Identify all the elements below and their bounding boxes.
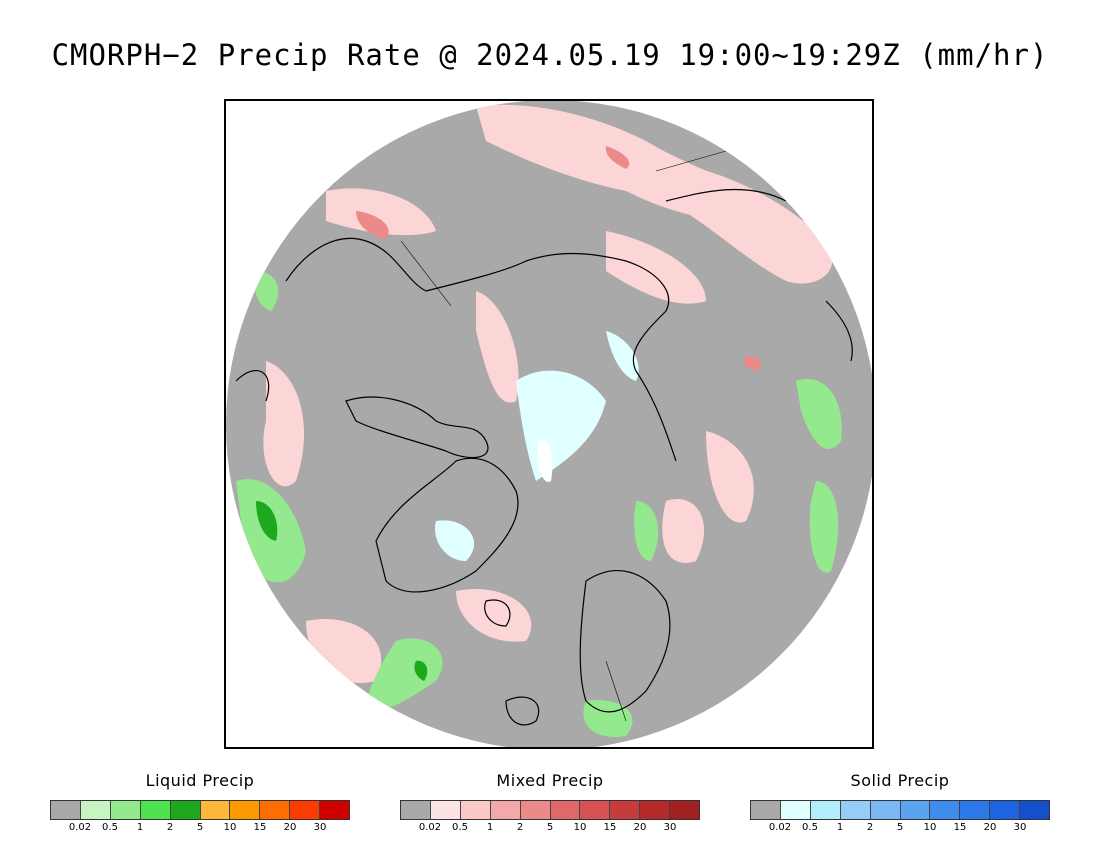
legend-swatch bbox=[670, 801, 700, 819]
legend-tick-label: 15 bbox=[953, 822, 967, 833]
borders bbox=[400, 150, 727, 722]
legend-tick-label: 10 bbox=[923, 822, 937, 833]
legend-mixed: Mixed Precip 0.02 0.5 1 2 5 10 15 20 30 bbox=[400, 772, 700, 836]
legend-tick-label: 1 bbox=[486, 822, 494, 833]
legend-solid: Solid Precip 0.02 0.5 1 2 5 10 15 20 30 bbox=[750, 772, 1050, 836]
legend-ticks: 0.02 0.5 1 2 5 10 15 20 30 bbox=[400, 822, 700, 836]
legend-tick-label: 30 bbox=[1013, 822, 1027, 833]
legend-swatch bbox=[990, 801, 1021, 819]
legend-swatch bbox=[751, 801, 781, 819]
legend-tick-label: 2 bbox=[866, 822, 874, 833]
polar-map bbox=[224, 99, 874, 749]
legend-tick-label: 20 bbox=[983, 822, 997, 833]
legend-tick-label: 1 bbox=[836, 822, 844, 833]
legend-tick-label: 15 bbox=[253, 822, 267, 833]
polar-map-svg bbox=[226, 101, 872, 747]
legend-swatch bbox=[870, 801, 901, 819]
legend-title: Liquid Precip bbox=[145, 771, 255, 790]
coastlines bbox=[235, 188, 853, 726]
legend-swatch bbox=[930, 801, 961, 819]
legend-tick-label: 0.5 bbox=[452, 822, 468, 833]
legend-swatch bbox=[460, 801, 491, 819]
legend-swatch bbox=[401, 801, 431, 819]
legend-tick-label: 10 bbox=[223, 822, 237, 833]
page-title: CMORPH−2 Precip Rate @ 2024.05.19 19:00∼… bbox=[51, 38, 1049, 72]
legend-swatch bbox=[810, 801, 841, 819]
legend-swatch bbox=[260, 801, 291, 819]
legend-tick-label: 0.02 bbox=[768, 822, 792, 833]
north-pole-white-area bbox=[537, 440, 553, 482]
legend-swatch bbox=[900, 801, 931, 819]
legend-swatch bbox=[840, 801, 871, 819]
legend-tick-label: 15 bbox=[603, 822, 617, 833]
legend-swatch bbox=[610, 801, 641, 819]
legend-tick-label: 0.02 bbox=[418, 822, 442, 833]
legend-tick-label: 0.5 bbox=[802, 822, 818, 833]
legend-liquid: Liquid Precip 0.02 0.5 1 2 5 10 15 20 30 bbox=[50, 772, 350, 836]
mixed-precip-intense bbox=[356, 146, 762, 371]
legend-swatch bbox=[170, 801, 201, 819]
legend-tick-label: 1 bbox=[136, 822, 144, 833]
legend-swatch bbox=[550, 801, 581, 819]
legend-swatch bbox=[80, 801, 111, 819]
legend-title: Solid Precip bbox=[850, 771, 950, 790]
legend-swatches bbox=[750, 800, 1050, 820]
legend-tick-label: 0.02 bbox=[68, 822, 92, 833]
legend-swatch bbox=[140, 801, 171, 819]
legend-swatch bbox=[200, 801, 231, 819]
legend-tick-label: 2 bbox=[516, 822, 524, 833]
legend-swatch bbox=[51, 801, 81, 819]
legend-swatch bbox=[780, 801, 811, 819]
legend-swatch bbox=[640, 801, 671, 819]
legend-swatch bbox=[320, 801, 350, 819]
legend-swatches bbox=[50, 800, 350, 820]
legend-tick-label: 20 bbox=[283, 822, 297, 833]
legend-swatches bbox=[400, 800, 700, 820]
legend-swatch bbox=[1020, 801, 1050, 819]
legend-tick-label: 5 bbox=[196, 822, 204, 833]
legend-tick-label: 30 bbox=[663, 822, 677, 833]
legend-swatch bbox=[580, 801, 611, 819]
legend-title: Mixed Precip bbox=[496, 771, 604, 790]
legend-tick-label: 5 bbox=[546, 822, 554, 833]
legend-ticks: 0.02 0.5 1 2 5 10 15 20 30 bbox=[50, 822, 350, 836]
legend-swatch bbox=[230, 801, 261, 819]
legend-tick-label: 10 bbox=[573, 822, 587, 833]
liquid-precip-intense bbox=[256, 501, 428, 681]
legend-swatch bbox=[430, 801, 461, 819]
legend-swatch bbox=[490, 801, 521, 819]
legend-swatch bbox=[110, 801, 141, 819]
legend-ticks: 0.02 0.5 1 2 5 10 15 20 30 bbox=[750, 822, 1050, 836]
legend-tick-label: 20 bbox=[633, 822, 647, 833]
liquid-precip-areas bbox=[236, 271, 842, 737]
legend-tick-label: 2 bbox=[166, 822, 174, 833]
legend-swatch bbox=[290, 801, 321, 819]
legend-tick-label: 30 bbox=[313, 822, 327, 833]
legend-tick-label: 0.5 bbox=[102, 822, 118, 833]
legend-swatch bbox=[960, 801, 991, 819]
legend-swatch bbox=[520, 801, 551, 819]
legend-tick-label: 5 bbox=[896, 822, 904, 833]
